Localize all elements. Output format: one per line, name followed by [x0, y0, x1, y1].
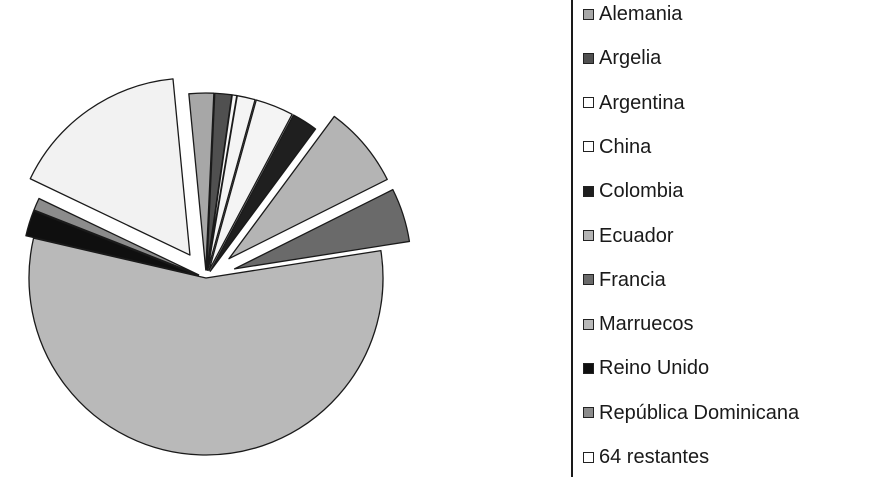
pie-plot-area: [25, 78, 411, 456]
legend: Alemania Argelia Argentina China Colombia Ecu…: [571, 0, 878, 477]
legend-item-marruecos: Marruecos: [583, 311, 693, 337]
legend-swatch: [583, 362, 594, 374]
legend-item-argentina: Argentina: [583, 90, 685, 116]
pie-slice-china-3: [207, 95, 256, 271]
pie-slice-francia-7: [233, 188, 411, 270]
legend-label: Reino Unido: [599, 357, 710, 380]
legend-label: Ecuador: [599, 224, 674, 247]
pie-slice-64-restantes-11: [29, 78, 191, 256]
legend-item-francia: Francia: [583, 267, 666, 293]
legend-label: 64 restantes: [599, 446, 710, 468]
legend-item-64-restantes: 64 restantes: [583, 444, 709, 470]
pie-slice-alemania-0: [188, 92, 215, 271]
legend-item-argelia: Argelia: [583, 45, 661, 71]
legend-swatch: [583, 451, 594, 463]
legend-label: Colombia: [599, 180, 684, 203]
legend-swatch: [583, 52, 594, 64]
legend-item-republica-dominicana: República Dominicana: [583, 400, 799, 426]
legend-swatch: [583, 97, 594, 109]
legend-swatch: [583, 8, 594, 20]
pie-slice-republica-dominicana-10: [33, 197, 200, 276]
legend-label: China: [599, 135, 652, 158]
legend-swatch: [583, 407, 594, 419]
pie-slice-marruecos-8: [28, 237, 384, 456]
pie-slice-ecuador-6: [228, 115, 388, 260]
legend-swatch: [583, 230, 594, 241]
legend-label: Argelia: [599, 47, 662, 70]
legend-label: Francia: [599, 268, 666, 291]
legend-label: Alemania: [599, 3, 683, 25]
legend-swatch: [583, 141, 594, 153]
legend-item-china: China: [583, 134, 651, 160]
pie-slice-colombia-5: [209, 114, 317, 272]
legend-swatch: [583, 274, 594, 286]
legend-item-reino-unido: Reino Unido: [583, 355, 709, 381]
legend-item-ecuador: Ecuador: [583, 223, 674, 249]
legend-item-alemania: Alemania: [583, 1, 682, 27]
legend-label: Marruecos: [599, 313, 694, 336]
legend-item-colombia: Colombia: [583, 178, 683, 204]
legend-label: República Dominicana: [599, 401, 800, 424]
legend-label: Argentina: [599, 91, 685, 114]
legend-swatch: [583, 318, 594, 330]
legend-swatch: [583, 185, 594, 197]
pie-slice-unlabeled-4: [208, 99, 293, 272]
pie-slice-reino-unido-9: [25, 210, 200, 277]
